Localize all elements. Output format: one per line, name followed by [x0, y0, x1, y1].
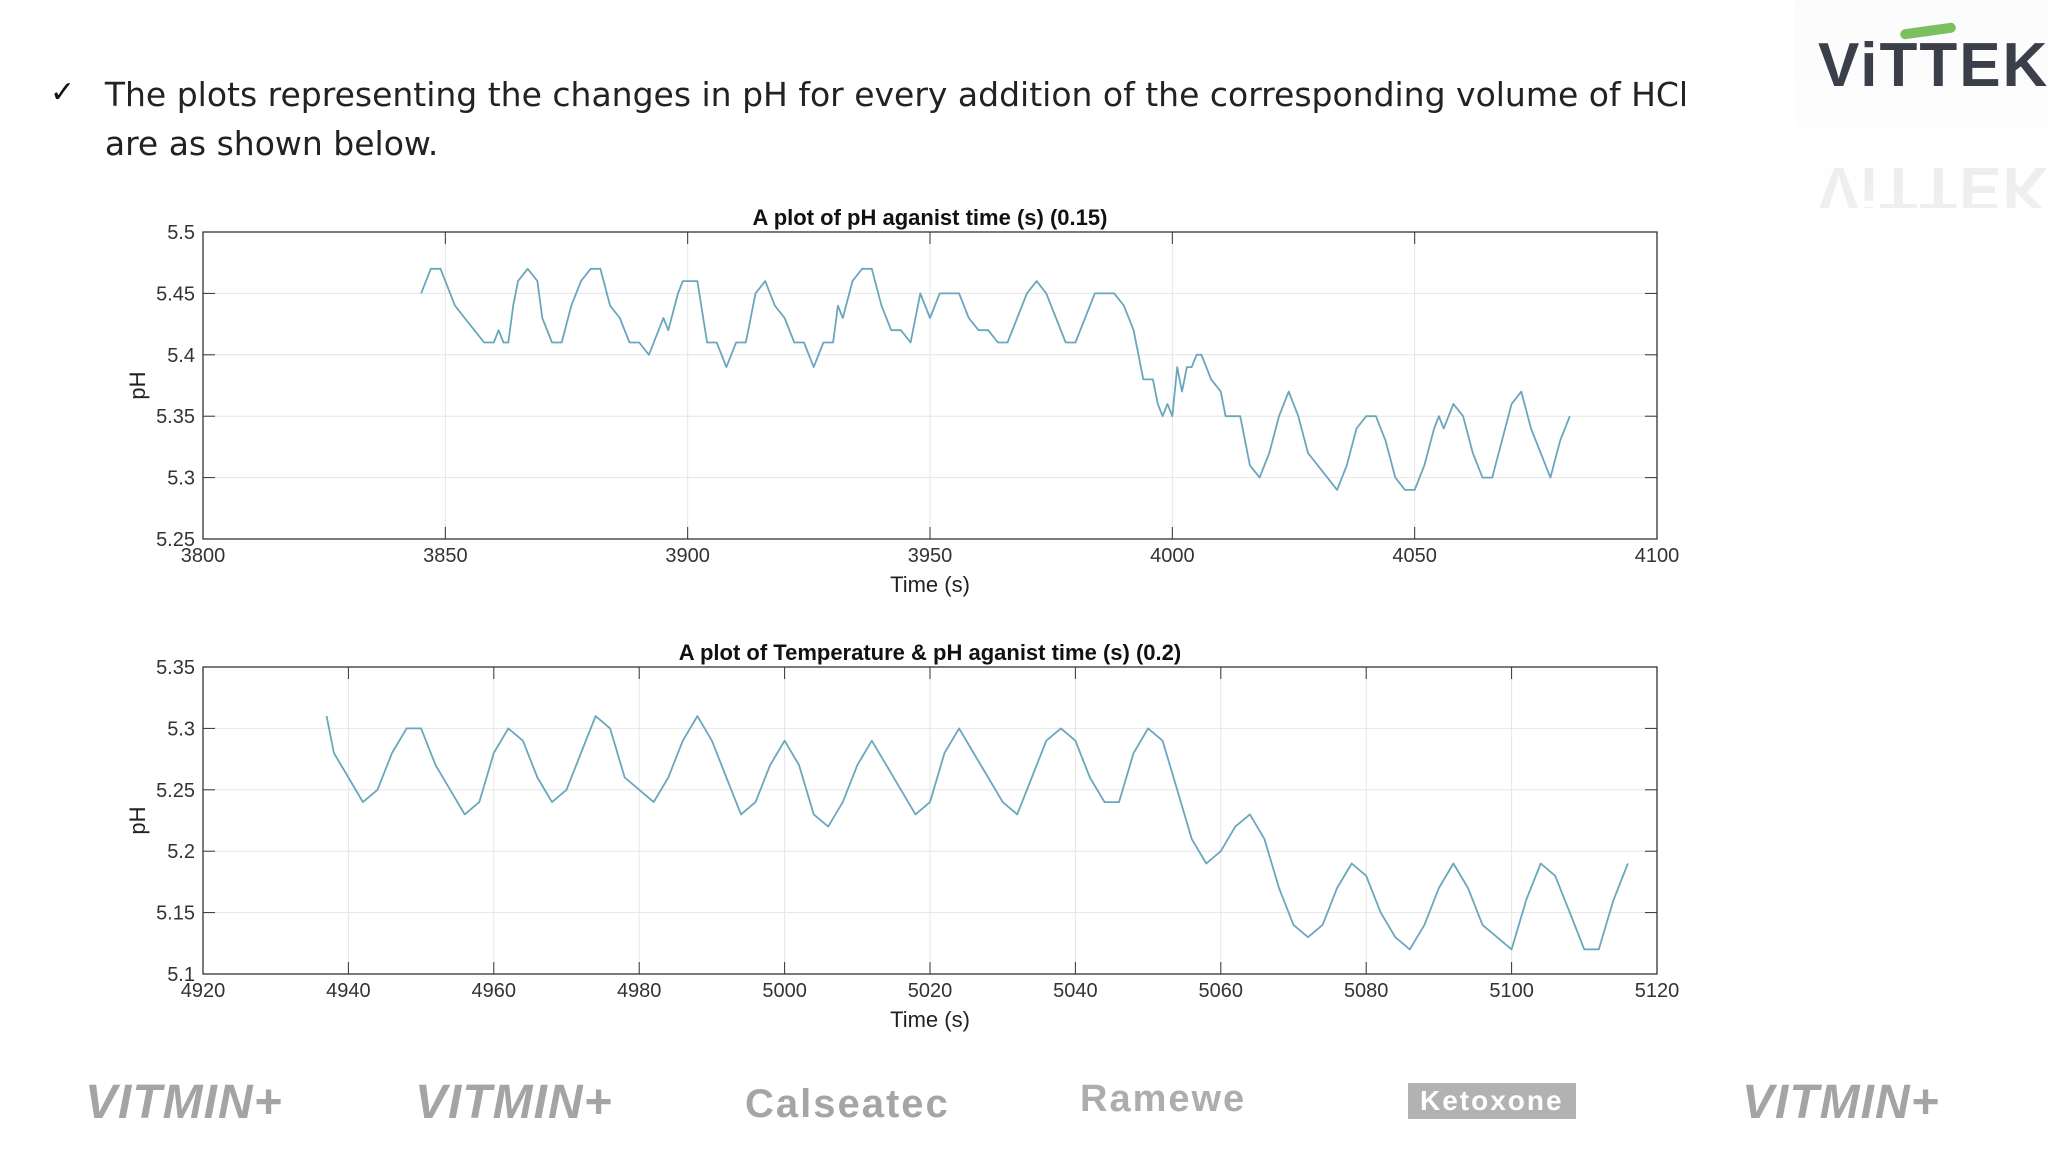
x-tick-label-0: 3800 [181, 545, 226, 567]
y-tick-label-2: 5.35 [156, 406, 195, 428]
x-tick-label-10: 5120 [1635, 980, 1680, 1002]
chart-title: A plot of Temperature & pH aganist time … [679, 640, 1181, 665]
y-tick-label-3: 5.4 [167, 345, 195, 367]
y-tick-label-1: 5.3 [167, 468, 195, 490]
x-tick-label-7: 5060 [1199, 980, 1244, 1002]
y-tick-label-5: 5.35 [156, 657, 195, 679]
x-tick-label-9: 5100 [1489, 980, 1534, 1002]
chart-title: A plot of pH aganist time (s) (0.15) [753, 205, 1108, 230]
x-axis-label: Time (s) [890, 572, 970, 597]
bullet-text: The plots representing the changes in pH… [104, 75, 1689, 163]
x-tick-label-4: 5000 [762, 980, 807, 1002]
x-tick-label-1: 3850 [423, 545, 468, 567]
y-axis-label: pH [125, 806, 150, 834]
brand-logo-ketoxone: Ketoxone [1408, 1083, 1576, 1119]
brand-logo-vitmin-2: VITMIN+ [415, 1076, 613, 1129]
x-tick-label-2: 4960 [472, 980, 517, 1002]
plot-frame [202, 231, 1658, 540]
x-tick-label-3: 3950 [908, 545, 953, 567]
y-tick-label-5: 5.5 [167, 222, 195, 244]
x-tick-label-2: 3900 [665, 545, 710, 567]
y-tick-label-1: 5.15 [156, 903, 195, 925]
y-tick-label-0: 5.25 [156, 529, 195, 551]
x-tick-label-5: 4050 [1392, 545, 1437, 567]
series-line-pH [420, 267, 1571, 491]
x-tick-label-0: 4920 [181, 980, 226, 1002]
y-axis-label: pH [125, 371, 150, 399]
x-tick-label-8: 5080 [1344, 980, 1389, 1002]
y-tick-label-3: 5.25 [156, 780, 195, 802]
vittek-logo: ViTTEK [1818, 31, 2048, 100]
brand-logo-ramewe: Ramewe [1080, 1078, 1247, 1120]
y-tick-label-0: 5.1 [167, 964, 195, 986]
brand-logo-calseatec: Calseatec [745, 1082, 950, 1126]
bullet-point: ✓ The plots representing the changes in … [50, 70, 1750, 168]
series-line-pH [325, 715, 1629, 951]
chart-temp-ph-vs-time-02: 4920 4940 4960 4980 5000 5020 5040 5060 5080 5100… [125, 640, 1680, 1032]
x-tick-label-5: 5020 [908, 980, 953, 1002]
brand-logo-vitmin-1: VITMIN+ [85, 1076, 283, 1129]
x-tick-label-6: 4100 [1635, 545, 1680, 567]
checkmark-icon: ✓ [50, 75, 76, 110]
plot-frame [202, 666, 1658, 975]
x-tick-label-6: 5040 [1053, 980, 1098, 1002]
y-tick-label-2: 5.2 [167, 841, 195, 863]
x-axis-label: Time (s) [890, 1007, 970, 1032]
chart-ph-vs-time-015: 3800 3850 3900 3950 4000 4050 4100 5.25 5.3 5.35 5… [125, 205, 1680, 597]
brand-logo-vitmin-3: VITMIN+ [1742, 1076, 1940, 1129]
y-tick-label-4: 5.45 [156, 283, 195, 305]
x-tick-label-1: 4940 [326, 980, 371, 1002]
x-tick-label-4: 4000 [1150, 545, 1195, 567]
y-tick-label-4: 5.3 [167, 718, 195, 740]
x-tick-label-3: 4980 [617, 980, 662, 1002]
